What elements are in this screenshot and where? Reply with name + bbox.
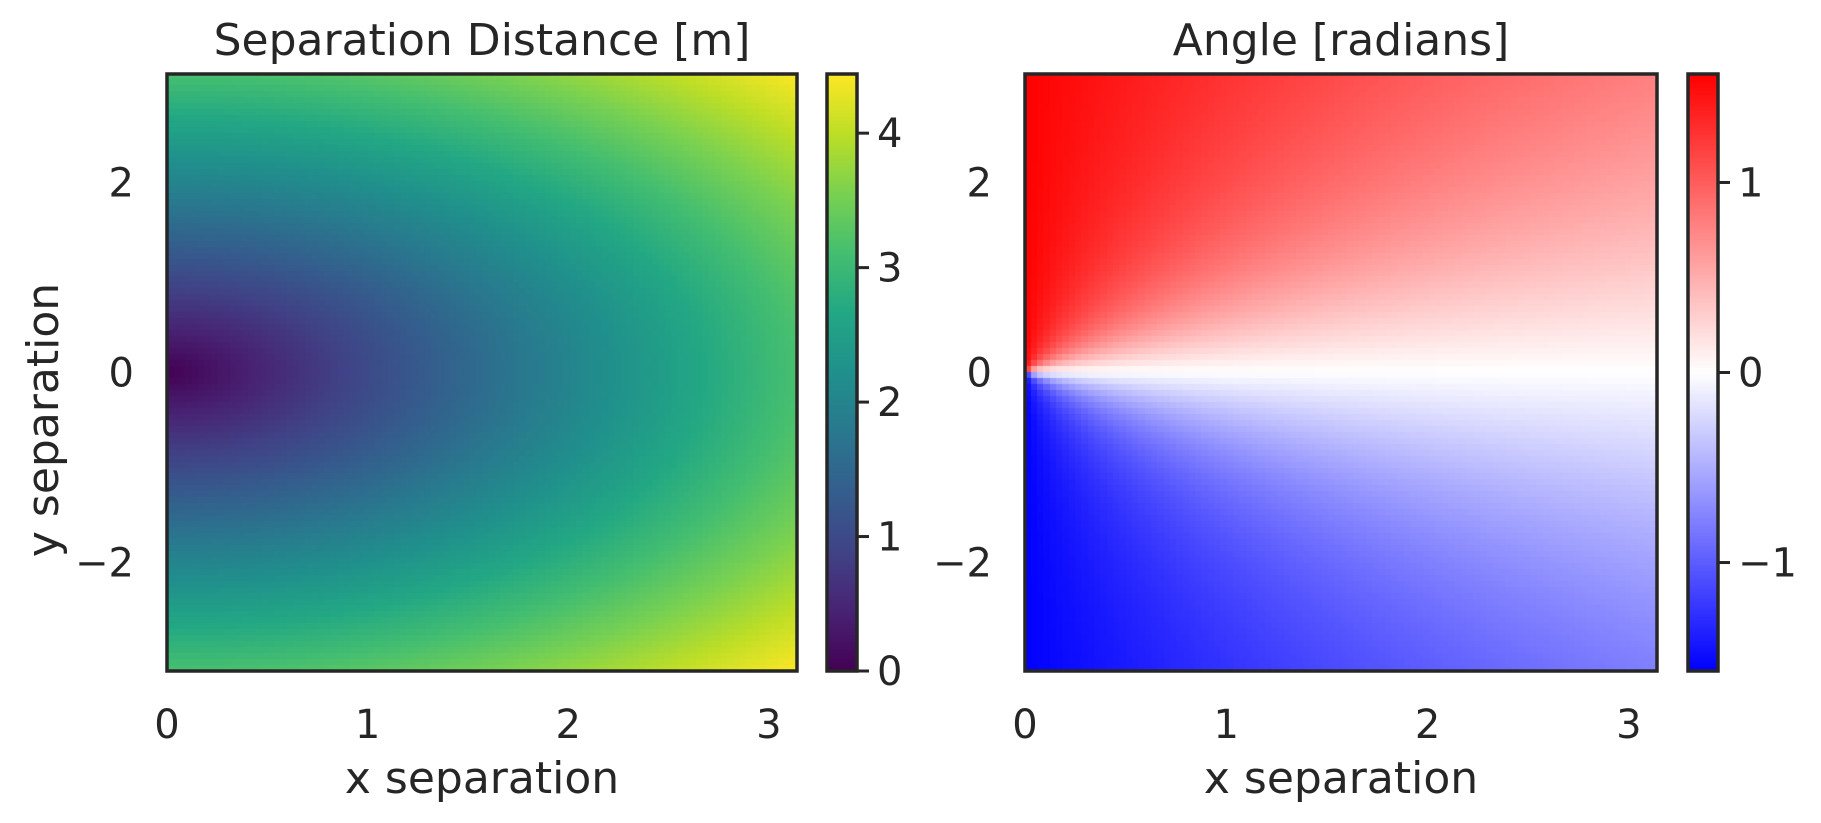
- angle-colorbar-tick-label: 1: [1738, 160, 1763, 206]
- angle-x-tick-label: 3: [1616, 702, 1641, 748]
- angle-y-tick-label: −2: [933, 541, 992, 587]
- distance-colorbar: [827, 74, 857, 671]
- angle-heatmap-holder: [1025, 74, 1657, 671]
- distance-chart-title: Separation Distance [m]: [214, 15, 751, 66]
- angle-y-tick-label: 0: [967, 351, 992, 397]
- distance-colorbar-tick-label: 4: [877, 111, 902, 157]
- angle-y-tick-label: 2: [967, 160, 992, 206]
- distance-x-tick-label: 3: [756, 702, 781, 748]
- distance-panel: Separation Distance [m] 0 1 2 3 −2 0 2 x separ…: [18, 15, 902, 804]
- distance-colorbar-holder: [827, 74, 857, 671]
- distance-heatmap-holder: [167, 74, 797, 671]
- angle-x-tick-label: 2: [1415, 702, 1440, 748]
- angle-x-tick-label: 0: [1012, 702, 1037, 748]
- distance-colorbar-ticks: 0 1 2 3 4: [857, 111, 902, 695]
- distance-axis-ticks: 0 1 2 3 −2 0 2: [75, 160, 782, 748]
- distance-y-tick-label: 2: [109, 160, 134, 206]
- angle-axis-ticks: 0 1 2 3 −2 0 2: [933, 160, 1642, 748]
- angle-x-axis-label: x separation: [1204, 753, 1478, 804]
- distance-colorbar-tick-label: 0: [877, 649, 902, 695]
- distance-colorbar-frame: [825, 72, 859, 673]
- angle-heatmap: [1025, 74, 1657, 671]
- distance-plot-frame: [165, 72, 799, 673]
- distance-x-axis-label: x separation: [345, 753, 619, 804]
- distance-colorbar-tick-label: 2: [877, 380, 902, 426]
- angle-colorbar-tick-label: −1: [1738, 541, 1797, 587]
- angle-colorbar-holder: [1688, 74, 1718, 671]
- angle-chart-title: Angle [radians]: [1173, 15, 1510, 66]
- angle-plot-frame: [1023, 72, 1659, 673]
- angle-colorbar: [1688, 74, 1718, 671]
- distance-y-tick-label: 0: [109, 351, 134, 397]
- distance-y-tick-label: −2: [75, 541, 134, 587]
- distance-colorbar-tick-label: 3: [877, 246, 902, 292]
- angle-colorbar-tick-label: 0: [1738, 351, 1763, 397]
- angle-x-tick-label: 1: [1214, 702, 1239, 748]
- distance-colorbar-tick-label: 1: [877, 515, 902, 561]
- angle-panel: Angle [radians] 0 1 2 3 −2 0 2 x separation −1…: [933, 15, 1797, 804]
- distance-x-tick-label: 1: [355, 702, 380, 748]
- distance-x-tick-label: 2: [556, 702, 581, 748]
- distance-heatmap: [167, 74, 797, 671]
- distance-y-axis-label: y separation: [18, 283, 69, 557]
- distance-x-tick-label: 0: [154, 702, 179, 748]
- angle-colorbar-ticks: −1 0 1: [1718, 160, 1797, 587]
